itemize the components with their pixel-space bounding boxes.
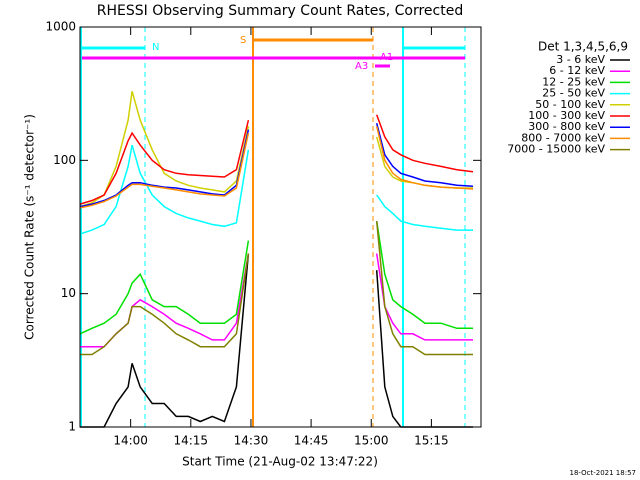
x-tick-label: 15:15	[414, 434, 449, 448]
y-axis-label: Corrected Count Rate (s⁻¹ detector⁻¹)	[23, 114, 37, 340]
legend-label: 300 - 800 keV	[528, 120, 605, 133]
legend-title: Det 1,3,4,5,6,9	[538, 40, 628, 54]
legend-label: 3 - 6 keV	[556, 53, 605, 66]
legend-label: 800 - 7000 keV	[521, 131, 605, 144]
orbit-markers	[80, 27, 466, 427]
legend-label: 50 - 100 keV	[535, 98, 605, 111]
timestamp: 18-Oct-2021 18:57	[570, 469, 636, 477]
series-line	[79, 126, 474, 209]
x-tick-label: 14:30	[234, 434, 269, 448]
series-line	[79, 114, 474, 205]
y-tick-label: 10	[61, 286, 76, 300]
annotation: A3	[355, 61, 368, 72]
x-axis-label: Start Time (21-Aug-02 13:47:22)	[182, 455, 378, 469]
x-tick-label: 14:15	[173, 434, 208, 448]
series-line	[79, 123, 474, 208]
annotation: S	[240, 35, 246, 46]
annotation: A1	[380, 52, 393, 63]
y-tick-label: 100	[53, 153, 76, 167]
axes-frame	[79, 26, 482, 428]
x-tick-label: 14:00	[113, 434, 148, 448]
legend-label: 6 - 12 keV	[549, 64, 605, 77]
x-tick-label: 14:45	[294, 434, 329, 448]
legend-label: 7000 - 15000 keV	[507, 143, 605, 156]
y-tick-label: 1000	[45, 20, 76, 34]
chart-title: RHESSI Observing Summary Count Rates, Co…	[97, 3, 463, 19]
legend-label: 100 - 300 keV	[528, 109, 605, 122]
y-tick-label: 1	[68, 420, 76, 434]
series-line	[79, 220, 473, 335]
annotation: N	[152, 42, 159, 53]
legend-label: 25 - 50 keV	[542, 87, 605, 100]
series-line	[79, 144, 473, 235]
legend-label: 12 - 25 keV	[542, 75, 605, 88]
x-tick-label: 15:00	[354, 434, 389, 448]
series-line	[80, 221, 473, 356]
